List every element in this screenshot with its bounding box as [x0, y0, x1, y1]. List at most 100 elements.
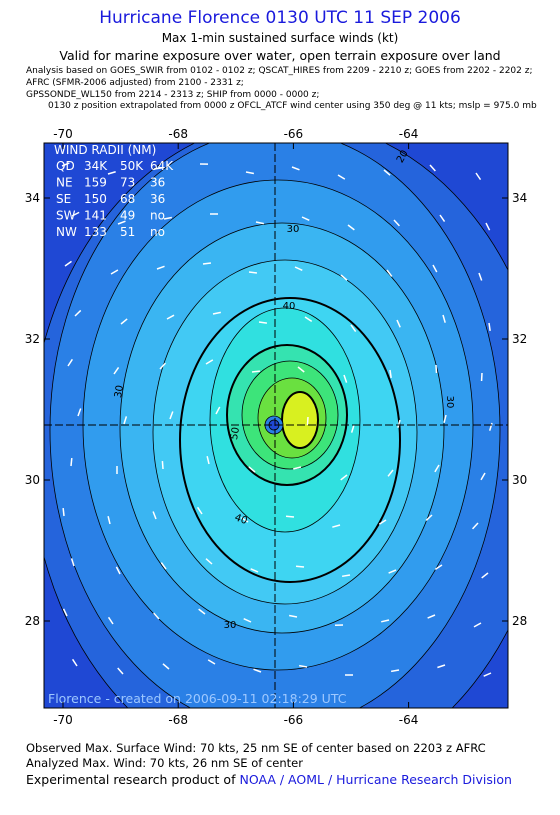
wind-barb: [473, 622, 482, 628]
x-tick-label: -66: [284, 127, 304, 141]
wind-barb: [297, 366, 305, 373]
wind-barb: [160, 562, 167, 570]
wind-barb: [123, 416, 128, 425]
wind-barb: [198, 608, 206, 615]
y-tick-label: 30: [25, 473, 40, 487]
table-cell: 141: [84, 209, 107, 223]
wind-barb: [248, 466, 256, 473]
contour-label: 30: [444, 396, 455, 409]
wind-barb: [304, 316, 313, 322]
wind-barb: [162, 663, 170, 670]
source-line: 0130 z position extrapolated from 0000 z…: [48, 101, 537, 111]
contour-label: 30: [287, 224, 300, 235]
x-tick-label: -64: [399, 713, 419, 727]
wind-barb: [153, 167, 163, 170]
wind-barb: [301, 216, 310, 222]
wind-map: WIND RADII (NM) QD 34K 50K 64K NE 159 73 36 SE 15…: [25, 127, 528, 727]
wind-barb: [107, 516, 111, 525]
wind-barb: [163, 216, 172, 220]
credit: Florence - created on 2006-09-11 02:18:2…: [48, 691, 347, 706]
wind-barb: [215, 406, 221, 415]
table-cell: SW: [56, 209, 76, 223]
wind-barb: [298, 664, 308, 668]
wind-barb: [120, 318, 128, 325]
wind-barb: [478, 272, 483, 281]
wind-barb: [439, 214, 446, 223]
wind-barb: [212, 311, 221, 315]
wind-barb: [113, 367, 120, 375]
observed: Observed Max. Surface Wind: 70 kts, 25 n…: [26, 741, 486, 755]
subtitle: Max 1-min sustained surface winds (kt): [161, 31, 399, 45]
wind-barb: [434, 564, 443, 570]
wind-barb: [258, 321, 268, 324]
x-tick-label: -64: [399, 127, 419, 141]
table-cell: 73: [120, 176, 135, 190]
wind-barb: [337, 174, 346, 180]
wind-barb: [288, 614, 298, 618]
wind-barb: [488, 422, 493, 431]
wind-barb: [396, 319, 401, 328]
wind-barb: [240, 517, 249, 523]
source-line: Analysis based on GOES_SWIR from 0102 - …: [26, 66, 533, 76]
wind-barb: [70, 457, 73, 467]
y-tick-label: 28: [512, 614, 527, 628]
wind-barb: [343, 374, 348, 383]
wind-radii-table: WIND RADII (NM) QD 34K 50K 64K NE 159 73 36 SE 15…: [54, 143, 174, 239]
y-tick-label: 30: [512, 473, 527, 487]
table-cell: no: [150, 225, 165, 239]
table-cell: NW: [56, 225, 77, 239]
validity: Valid for marine exposure over water, op…: [59, 48, 501, 63]
table-cell: SE: [56, 192, 71, 206]
wind-barb: [427, 614, 436, 619]
x-tick-label: -68: [168, 127, 188, 141]
table-cell: 36: [150, 192, 165, 206]
wind-barb: [117, 220, 126, 225]
table-cell: 133: [84, 225, 107, 239]
wind-barb: [117, 667, 124, 675]
x-tick-label: -68: [168, 713, 188, 727]
frame: [43, 142, 509, 709]
link[interactable]: NOAA / AOML / Hurricane Research Divisio…: [239, 772, 512, 787]
wind-barb: [248, 271, 258, 274]
table-cell: NE: [56, 176, 73, 190]
wind-barb: [442, 314, 446, 323]
wind-barb: [67, 358, 73, 367]
wind-barb: [350, 324, 357, 332]
wind-barb: [115, 566, 121, 575]
wind-barb: [390, 669, 400, 673]
wind-barb: [332, 524, 341, 528]
wind-barb: [388, 569, 397, 574]
wind-barb: [434, 464, 440, 473]
y-tick-label: 34: [25, 191, 40, 205]
wind-barb: [295, 565, 305, 568]
wind-barb: [245, 171, 255, 175]
table-cell: 36: [150, 176, 165, 190]
wind-barb: [481, 572, 489, 579]
wind-barb: [153, 612, 160, 620]
wind-barb: [206, 456, 210, 465]
table-cell: QD: [56, 159, 75, 173]
wind-barb: [107, 616, 114, 625]
wind-barbs: [61, 162, 493, 677]
contour-label: 50: [229, 426, 242, 440]
wind-barb: [488, 322, 491, 332]
wind-barb: [169, 411, 174, 420]
wind-barb: [378, 519, 387, 525]
wind-barb: [429, 164, 436, 172]
table-title: WIND RADII (NM): [54, 143, 156, 157]
wind-barb: [285, 515, 295, 518]
wind-barb: [425, 514, 433, 522]
product: Experimental research product of: [26, 772, 236, 787]
wind-barb: [77, 408, 82, 417]
wind-barb: [202, 262, 212, 265]
y-tick-label: 32: [512, 332, 527, 346]
wind-barb: [386, 269, 393, 277]
y-tick-label: 34: [512, 191, 527, 205]
table-cell: 68: [120, 192, 135, 206]
wind-barb: [437, 664, 446, 669]
wind-barb: [243, 618, 252, 623]
wind-barb: [196, 506, 203, 515]
wind-barb: [381, 619, 390, 623]
product-line: Experimental research product of NOAA / …: [26, 772, 512, 787]
